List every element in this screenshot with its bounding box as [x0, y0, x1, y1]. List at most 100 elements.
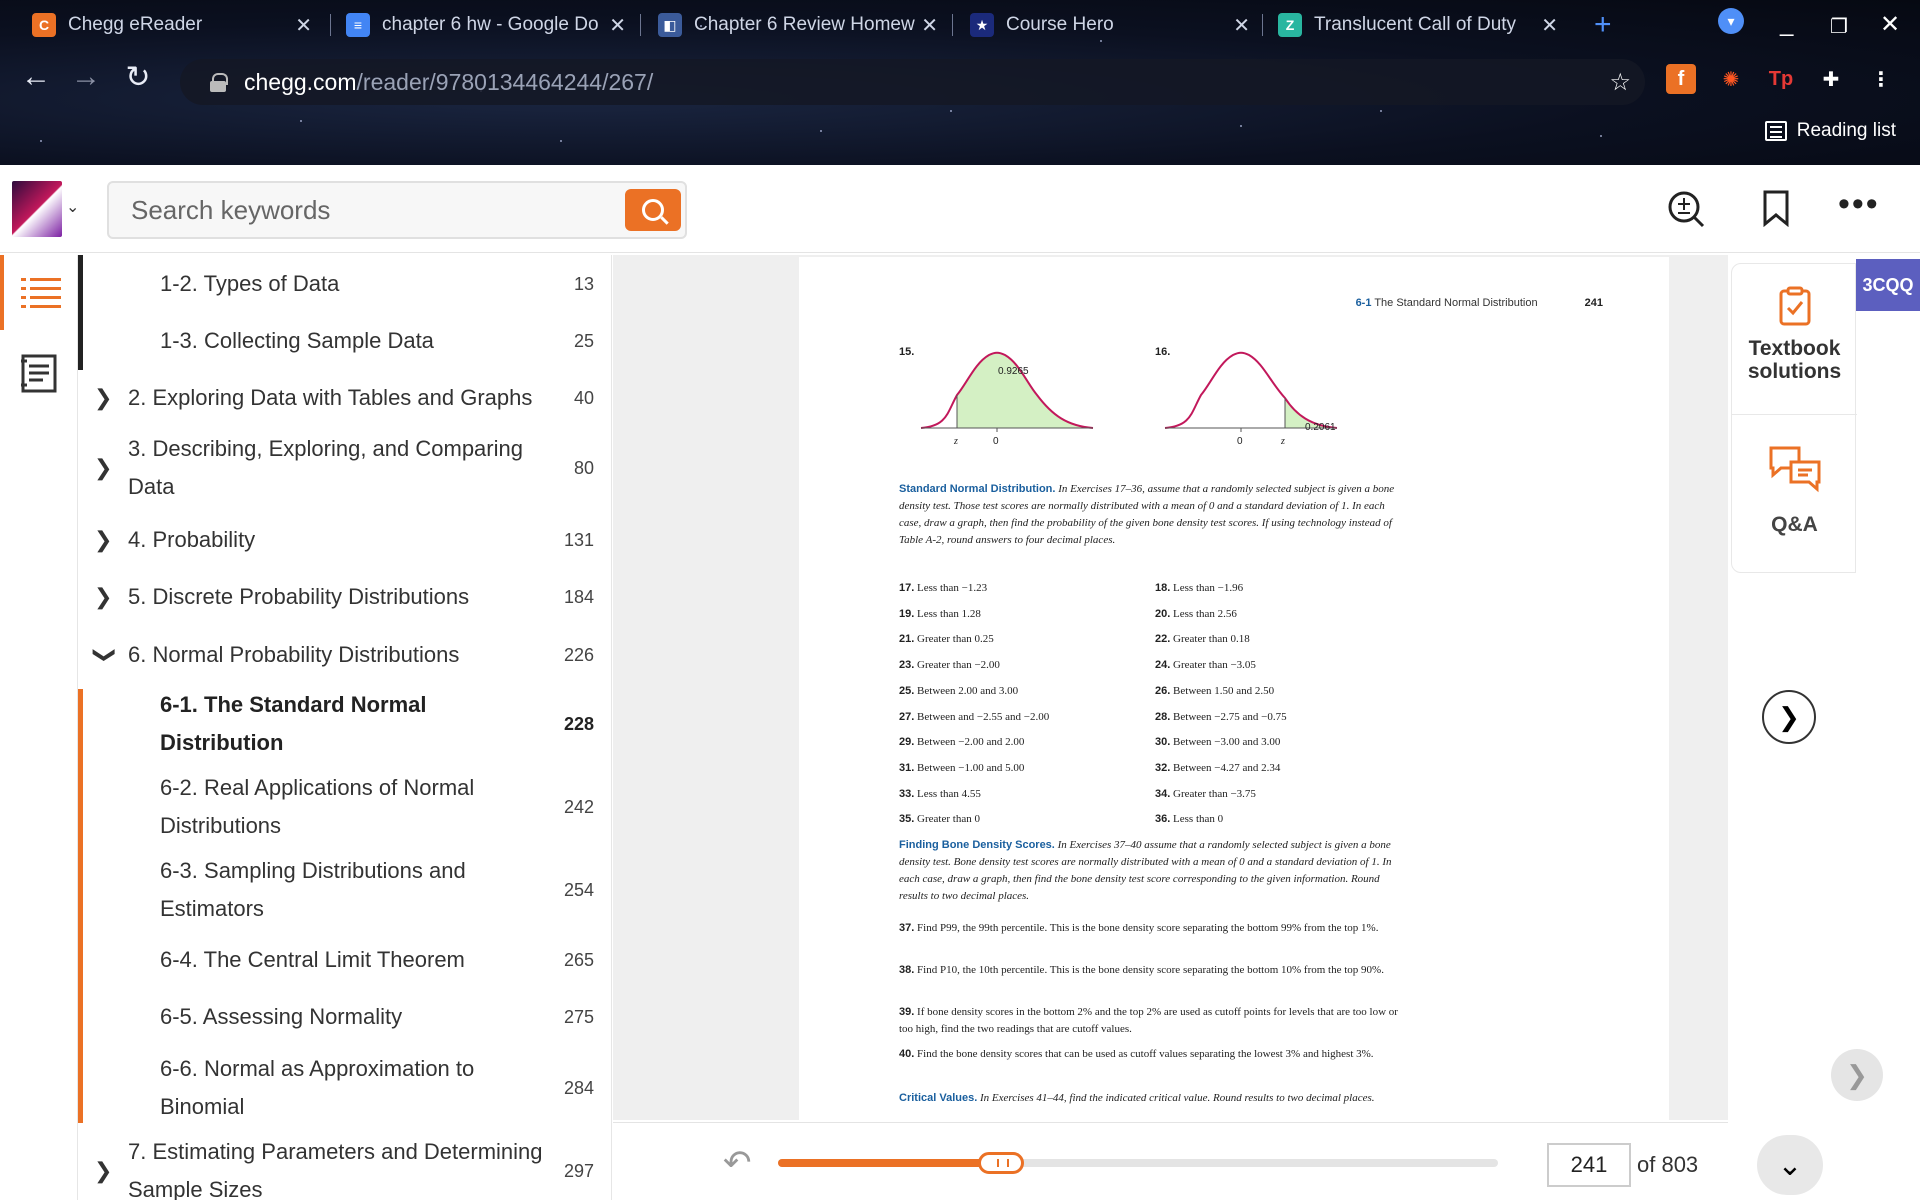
exercise-text: Between −3.00 and 3.00	[1173, 736, 1281, 749]
problem: 40. Find the bone density scores that ca…	[899, 1046, 1409, 1063]
reading-list-button[interactable]: Reading list	[1764, 120, 1896, 142]
next-page-button[interactable]: ❯	[1762, 690, 1816, 744]
problem: 39. If bone density scores in the bottom…	[899, 1004, 1409, 1038]
exercise-text: Less than −1.96	[1173, 582, 1244, 594]
exercise-number: 23.	[899, 659, 915, 672]
chevron-right-icon: ❯	[1778, 701, 1800, 732]
app-header: ⌄ •••	[0, 165, 1920, 253]
toc-item-current[interactable]: 6-1. The Standard Normal Distribution 22…	[78, 686, 611, 762]
toc-item[interactable]: 6-2. Real Applications of Normal Distrib…	[78, 769, 611, 845]
tab-chapter-review[interactable]: ◧ Chapter 6 Review Homew ✕	[658, 8, 938, 42]
table-of-contents: 1-2. Types of Data 13 1-3. Collecting Sa…	[78, 255, 612, 1200]
tab-chegg-ereader[interactable]: C Chegg eReader ✕	[32, 8, 312, 42]
toc-item[interactable]: ❯ 2. Exploring Data with Tables and Grap…	[78, 379, 611, 417]
toc-item-label: 6-3. Sampling Distributions and Estimato…	[160, 858, 466, 921]
browser-chrome: C Chegg eReader ✕ ≡ chapter 6 hw - Googl…	[0, 0, 1920, 165]
problem-number: 37.	[899, 922, 915, 934]
figure-number: 15.	[899, 346, 915, 358]
toc-item[interactable]: 6-5. Assessing Normality 275	[78, 998, 611, 1036]
toc-item[interactable]: 6-4. The Central Limit Theorem 265	[78, 941, 611, 979]
extension-smile-icon[interactable]: ✺	[1722, 68, 1740, 91]
toc-item[interactable]: ❯ 7. Estimating Parameters and Determini…	[78, 1133, 611, 1200]
address-bar[interactable]: chegg.com/reader/9780134464244/267/ ☆	[180, 59, 1645, 105]
close-icon[interactable]: ✕	[1541, 14, 1558, 37]
close-icon[interactable]: ✕	[609, 14, 626, 37]
list-icon	[21, 277, 61, 308]
normal-curve-figure-16	[1164, 351, 1338, 432]
toc-item-label: 6-2. Real Applications of Normal Distrib…	[160, 775, 475, 838]
minimize-icon[interactable]: _	[1780, 10, 1794, 37]
section-text: In Exercises 17–36, assume that a random…	[899, 483, 1395, 546]
reading-list-label: Reading list	[1796, 120, 1896, 141]
exercise-item: 25. Between 2.00 and 3.00	[899, 684, 1018, 698]
book-cover-thumbnail[interactable]	[12, 181, 62, 237]
toc-item[interactable]: 6-6. Normal as Approximation to Binomial…	[78, 1050, 611, 1126]
search-button[interactable]	[625, 189, 681, 231]
close-icon[interactable]: ✕	[921, 14, 938, 37]
undo-arrow-icon[interactable]: ↶	[723, 1144, 752, 1182]
promo-badge[interactable]: 3CQQ	[1856, 259, 1920, 311]
toc-item[interactable]: ❯ 6. Normal Probability Distributions 22…	[78, 636, 611, 674]
search-input[interactable]	[109, 183, 609, 237]
restore-icon[interactable]: ❐	[1830, 16, 1848, 38]
toc-item-label: 6-6. Normal as Approximation to Binomial	[160, 1056, 475, 1119]
back-arrow-icon[interactable]: ←	[21, 60, 51, 93]
more-options-icon[interactable]: •••	[1838, 185, 1880, 223]
toc-item[interactable]: 6-3. Sampling Distributions and Estimato…	[78, 852, 611, 928]
extensions-puzzle-icon[interactable]: ✚	[1822, 68, 1840, 91]
exercise-number: 20.	[1155, 607, 1171, 620]
exercise-number: 34.	[1155, 787, 1171, 800]
course-hero-icon: ★	[970, 13, 994, 37]
tab-translucent[interactable]: Z Translucent Call of Duty ✕	[1278, 8, 1558, 42]
zoom-icon[interactable]	[1666, 189, 1706, 229]
tab-title: Translucent Call of Duty	[1314, 14, 1517, 35]
slider-handle[interactable]	[978, 1152, 1025, 1174]
forward-arrow-icon[interactable]: →	[71, 60, 101, 93]
close-icon[interactable]: ✕	[1233, 14, 1250, 37]
toc-current-chapter-indicator	[78, 689, 83, 1123]
toc-item[interactable]: 1-2. Types of Data 13	[78, 265, 611, 303]
tab-course-hero[interactable]: ★ Course Hero ✕	[970, 8, 1250, 42]
toc-item[interactable]: ❯ 5. Discrete Probability Distributions …	[78, 578, 611, 616]
problem-number: 40.	[899, 1048, 915, 1060]
exercise-item: 19. Less than 1.28	[899, 607, 981, 621]
exercise-number: 25.	[899, 684, 915, 697]
textbook-solutions-button[interactable]: Textbook solutions	[1732, 286, 1857, 383]
star-bookmark-icon[interactable]: ☆	[1609, 68, 1631, 96]
toc-item-label: 1-3. Collecting Sample Data	[160, 328, 434, 353]
tab-google-doc[interactable]: ≡ chapter 6 hw - Google Do ✕	[346, 8, 626, 42]
toc-item[interactable]: ❯ 3. Describing, Exploring, and Comparin…	[78, 430, 611, 506]
toc-scroll-indicator	[78, 255, 83, 370]
close-icon[interactable]: ✕	[295, 14, 312, 37]
qa-button[interactable]: Q&A	[1732, 444, 1857, 537]
toc-tab-button[interactable]	[0, 255, 78, 330]
exercise-item: 17. Less than −1.23	[899, 581, 987, 595]
new-tab-button[interactable]: +	[1594, 8, 1612, 41]
toc-item-page: 242	[563, 797, 594, 817]
toc-item[interactable]: 1-3. Collecting Sample Data 25	[78, 322, 611, 360]
exercise-number: 33.	[899, 787, 915, 800]
toc-item-page: 25	[573, 331, 594, 351]
profile-icon[interactable]: ▾	[1718, 8, 1744, 34]
toc-item[interactable]: ❯ 4. Probability 131	[78, 521, 611, 559]
reload-icon[interactable]: ↻	[125, 61, 151, 94]
next-page-small-button[interactable]: ❯	[1831, 1049, 1883, 1101]
browser-menu-icon[interactable]: ⋮	[1871, 68, 1891, 91]
toc-item-page: 226	[563, 645, 594, 665]
chevron-right-icon: ❯	[94, 385, 113, 410]
exercise-item: 31. Between −1.00 and 5.00	[899, 761, 1024, 775]
chevron-down-icon[interactable]: ⌄	[66, 199, 80, 216]
bookmark-icon[interactable]	[1760, 189, 1792, 227]
extension-tp-icon[interactable]: Tp	[1768, 67, 1794, 90]
exercise-item: 27. Between and −2.55 and −2.00	[899, 710, 1049, 724]
exercise-number: 31.	[899, 761, 915, 774]
page-number-input[interactable]: 241	[1547, 1143, 1631, 1187]
page-progress-slider[interactable]	[778, 1152, 1498, 1174]
collapse-footer-button[interactable]: ⌄	[1757, 1135, 1823, 1195]
close-window-icon[interactable]: ✕	[1880, 11, 1901, 38]
problem: 37. Find P99, the 99th percentile. This …	[899, 920, 1409, 937]
tab-title: Chegg eReader	[68, 14, 203, 35]
page-number: 241	[1584, 297, 1603, 309]
notes-tab-button[interactable]	[0, 335, 78, 410]
extension-honey-icon[interactable]: f	[1666, 64, 1696, 94]
